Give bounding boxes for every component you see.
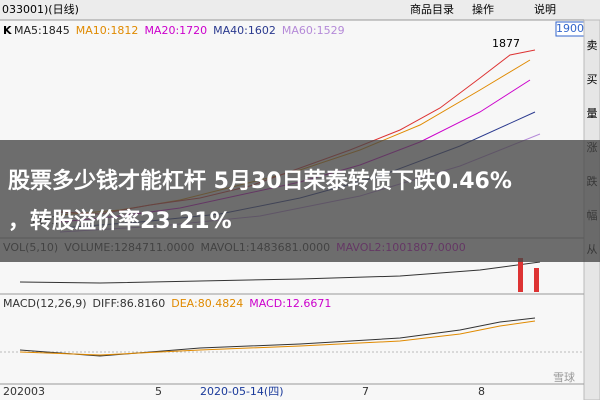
watermark: 雪球	[553, 370, 575, 384]
legend-item: MACD:12.6671	[249, 297, 331, 310]
volume-bar	[534, 268, 539, 292]
dea-line	[19, 320, 536, 356]
legend-item: DEA:80.4824	[171, 297, 243, 310]
panel-letter: K	[3, 24, 12, 37]
legend-item: DIFF:86.8160	[93, 297, 166, 310]
header-bar	[0, 0, 600, 20]
menu-item[interactable]: 说明	[534, 2, 556, 16]
price-box-text: 1900	[556, 22, 584, 35]
legend-item: MA20:1720	[144, 24, 207, 37]
x-axis: 202003 5 2020-05-14(四) 7 8	[3, 385, 485, 398]
stock-code: 033001)(日线)	[2, 2, 79, 16]
banner-line: 股票多少钱才能杠杆 5月30日荣泰转债下跌0.46%	[8, 169, 512, 194]
volume-bar	[518, 258, 523, 292]
banner: 股票多少钱才能杠杆 5月30日荣泰转债下跌0.46% ，转股溢价率23.21%	[0, 140, 600, 262]
sidebar-button: 量	[587, 107, 598, 120]
macd-legend: MACD(12,26,9) DIFF:86.8160 DEA:80.4824 MACD…	[3, 297, 331, 310]
x-tick-label: 2020-05-14(四)	[200, 385, 284, 398]
legend-item: MA60:1529	[282, 24, 345, 37]
menu-item[interactable]: 操作	[472, 2, 494, 16]
legend-item: MA40:1602	[213, 24, 276, 37]
sidebar-button: 卖	[587, 39, 598, 52]
high-label: 1877	[492, 37, 520, 50]
legend-item: MA5:1845	[14, 24, 70, 37]
legend-item: MACD(12,26,9)	[3, 297, 87, 310]
sidebar-button: 买	[587, 73, 598, 86]
legend-item: MA10:1812	[76, 24, 139, 37]
banner-line: ，转股溢价率23.21%	[8, 209, 232, 234]
x-tick-label: 5	[155, 385, 162, 398]
vol-ma-line	[19, 261, 541, 284]
x-tick-label: 202003	[3, 385, 45, 398]
menu-item[interactable]: 商品目录	[410, 2, 454, 16]
menu: 商品目录 操作 说明	[410, 2, 556, 16]
x-tick-label: 8	[478, 385, 485, 398]
price-legend: MA5:1845 MA10:1812 MA20:1720 MA40:1602 MA60:…	[14, 24, 345, 37]
x-tick-label: 7	[362, 385, 369, 398]
